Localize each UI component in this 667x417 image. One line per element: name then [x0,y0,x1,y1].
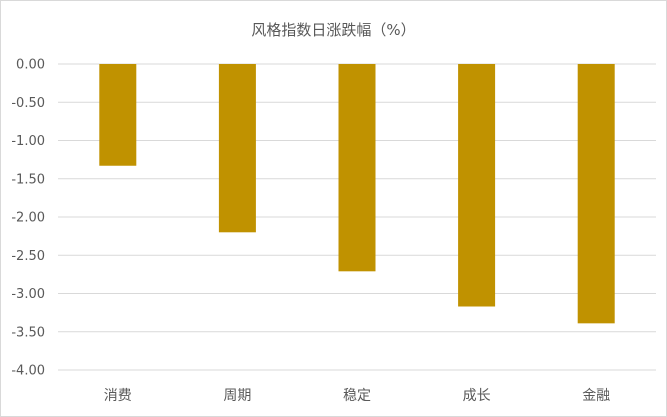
y-axis-tick-labels: 0.00 -0.50 -1.00 -1.50 -2.00 -2.50 -3.00 -3.50 -… [11,58,45,379]
bar-2 [218,64,256,233]
y-tick-label: -1.00 [11,134,45,149]
y-tick-label: -2.50 [11,249,45,264]
x-category-label: 周期 [223,388,251,404]
x-category-label: 稳定 [343,388,371,404]
y-tick-label: -2.00 [11,211,45,226]
x-category-label: 消费 [104,388,132,404]
bars [99,64,615,324]
bar-4 [458,64,496,307]
y-tick-label: -4.00 [11,364,45,379]
y-tick-label: -3.50 [11,325,45,340]
y-tick-label: -3.00 [11,287,45,302]
x-category-label: 金融 [582,388,610,404]
y-tick-label: 0.00 [16,58,45,73]
chart-title: 风格指数日涨跌幅（%） [251,21,416,39]
x-category-label: 成长 [463,388,491,404]
bar-3 [338,64,376,272]
y-tick-label: -0.50 [11,96,45,111]
y-tick-label: -1.50 [11,172,45,187]
x-axis-category-labels: 消费 周期 稳定 成长 金融 [104,388,610,404]
bar-5 [577,64,615,324]
bar-1 [99,64,137,166]
